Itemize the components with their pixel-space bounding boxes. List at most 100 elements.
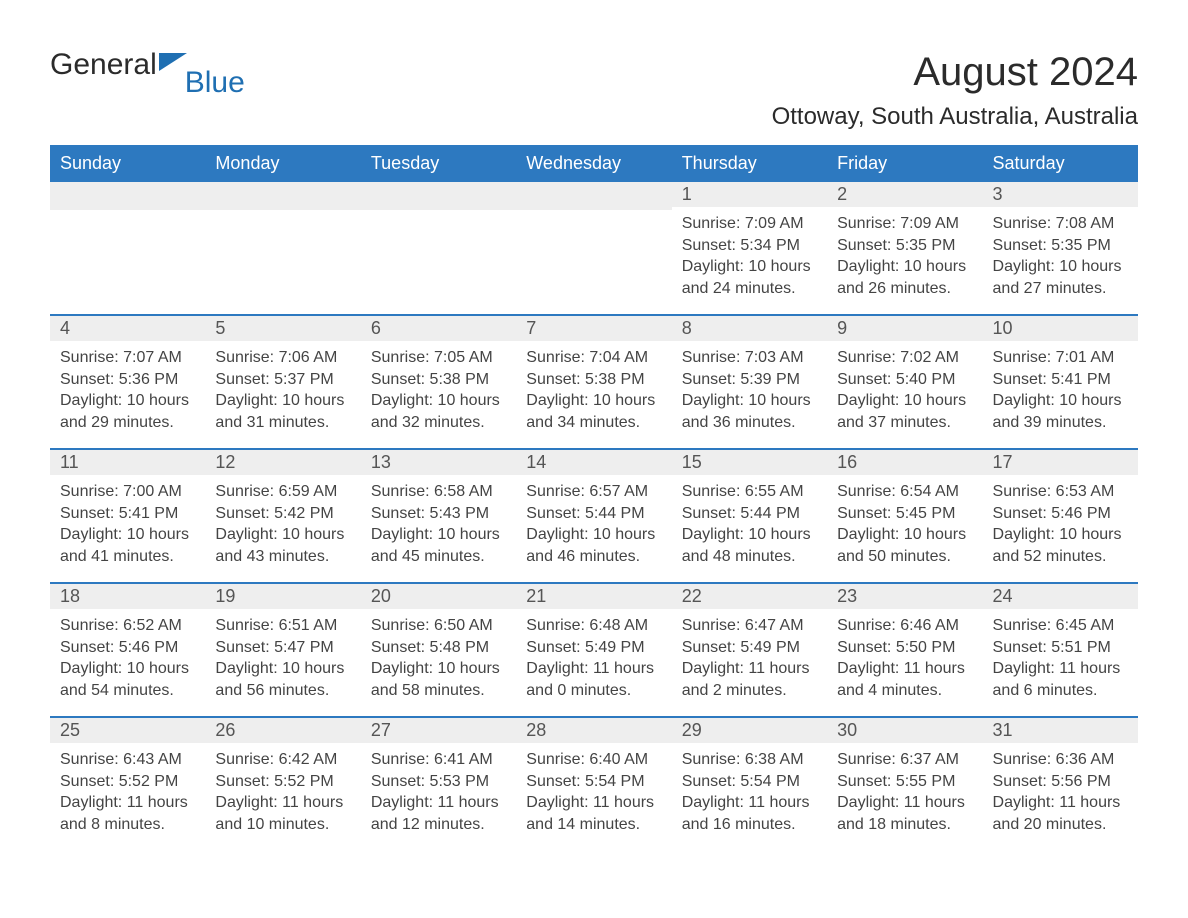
weekday-header: Monday — [205, 145, 360, 182]
daylight-line: Daylight: 10 hours and 37 minutes. — [837, 390, 972, 433]
day-details: Sunrise: 6:58 AMSunset: 5:43 PMDaylight:… — [361, 475, 516, 567]
sunrise-line: Sunrise: 6:57 AM — [526, 481, 661, 503]
day-cell: 6Sunrise: 7:05 AMSunset: 5:38 PMDaylight… — [361, 316, 516, 448]
day-cell: 15Sunrise: 6:55 AMSunset: 5:44 PMDayligh… — [672, 450, 827, 582]
day-number: 3 — [983, 182, 1138, 207]
daylight-line: Daylight: 11 hours and 0 minutes. — [526, 658, 661, 701]
day-cell: 21Sunrise: 6:48 AMSunset: 5:49 PMDayligh… — [516, 584, 671, 716]
day-details: Sunrise: 7:09 AMSunset: 5:35 PMDaylight:… — [827, 207, 982, 299]
day-details: Sunrise: 7:08 AMSunset: 5:35 PMDaylight:… — [983, 207, 1138, 299]
sunrise-line: Sunrise: 6:59 AM — [215, 481, 350, 503]
day-details: Sunrise: 6:45 AMSunset: 5:51 PMDaylight:… — [983, 609, 1138, 701]
sunset-line: Sunset: 5:45 PM — [837, 503, 972, 525]
daylight-line: Daylight: 10 hours and 39 minutes. — [993, 390, 1128, 433]
daylight-line: Daylight: 10 hours and 27 minutes. — [993, 256, 1128, 299]
day-number — [516, 182, 671, 210]
day-details: Sunrise: 7:03 AMSunset: 5:39 PMDaylight:… — [672, 341, 827, 433]
day-number — [361, 182, 516, 210]
day-cell: 13Sunrise: 6:58 AMSunset: 5:43 PMDayligh… — [361, 450, 516, 582]
day-details: Sunrise: 6:42 AMSunset: 5:52 PMDaylight:… — [205, 743, 360, 835]
sunrise-line: Sunrise: 7:05 AM — [371, 347, 506, 369]
sunset-line: Sunset: 5:48 PM — [371, 637, 506, 659]
daylight-line: Daylight: 11 hours and 4 minutes. — [837, 658, 972, 701]
sunset-line: Sunset: 5:41 PM — [60, 503, 195, 525]
daylight-line: Daylight: 10 hours and 29 minutes. — [60, 390, 195, 433]
logo-word-2: Blue — [185, 68, 245, 98]
day-cell: 22Sunrise: 6:47 AMSunset: 5:49 PMDayligh… — [672, 584, 827, 716]
logo-word-1: General — [50, 50, 157, 80]
title-block: August 2024 Ottoway, South Australia, Au… — [772, 50, 1138, 131]
day-cell: 25Sunrise: 6:43 AMSunset: 5:52 PMDayligh… — [50, 718, 205, 850]
sunset-line: Sunset: 5:34 PM — [682, 235, 817, 257]
sunset-line: Sunset: 5:44 PM — [682, 503, 817, 525]
day-number: 18 — [50, 584, 205, 609]
day-details: Sunrise: 7:07 AMSunset: 5:36 PMDaylight:… — [50, 341, 205, 433]
sunset-line: Sunset: 5:54 PM — [526, 771, 661, 793]
sunrise-line: Sunrise: 7:06 AM — [215, 347, 350, 369]
sunset-line: Sunset: 5:49 PM — [682, 637, 817, 659]
sunrise-line: Sunrise: 6:55 AM — [682, 481, 817, 503]
day-cell: 16Sunrise: 6:54 AMSunset: 5:45 PMDayligh… — [827, 450, 982, 582]
sunrise-line: Sunrise: 7:01 AM — [993, 347, 1128, 369]
calendar: SundayMondayTuesdayWednesdayThursdayFrid… — [50, 145, 1138, 850]
day-details: Sunrise: 6:48 AMSunset: 5:49 PMDaylight:… — [516, 609, 671, 701]
daylight-line: Daylight: 11 hours and 14 minutes. — [526, 792, 661, 835]
day-number: 15 — [672, 450, 827, 475]
sunset-line: Sunset: 5:39 PM — [682, 369, 817, 391]
day-details: Sunrise: 6:50 AMSunset: 5:48 PMDaylight:… — [361, 609, 516, 701]
day-details: Sunrise: 6:54 AMSunset: 5:45 PMDaylight:… — [827, 475, 982, 567]
day-cell: 1Sunrise: 7:09 AMSunset: 5:34 PMDaylight… — [672, 182, 827, 314]
day-cell — [205, 182, 360, 314]
sunset-line: Sunset: 5:46 PM — [60, 637, 195, 659]
day-number: 24 — [983, 584, 1138, 609]
sunset-line: Sunset: 5:52 PM — [215, 771, 350, 793]
day-number: 27 — [361, 718, 516, 743]
day-details: Sunrise: 7:00 AMSunset: 5:41 PMDaylight:… — [50, 475, 205, 567]
daylight-line: Daylight: 11 hours and 8 minutes. — [60, 792, 195, 835]
day-number: 7 — [516, 316, 671, 341]
daylight-line: Daylight: 11 hours and 2 minutes. — [682, 658, 817, 701]
day-number: 16 — [827, 450, 982, 475]
day-number: 5 — [205, 316, 360, 341]
day-details: Sunrise: 6:53 AMSunset: 5:46 PMDaylight:… — [983, 475, 1138, 567]
day-details: Sunrise: 7:05 AMSunset: 5:38 PMDaylight:… — [361, 341, 516, 433]
sunrise-line: Sunrise: 6:48 AM — [526, 615, 661, 637]
day-cell: 7Sunrise: 7:04 AMSunset: 5:38 PMDaylight… — [516, 316, 671, 448]
day-details: Sunrise: 6:55 AMSunset: 5:44 PMDaylight:… — [672, 475, 827, 567]
daylight-line: Daylight: 10 hours and 24 minutes. — [682, 256, 817, 299]
sunrise-line: Sunrise: 6:38 AM — [682, 749, 817, 771]
sunrise-line: Sunrise: 6:36 AM — [993, 749, 1128, 771]
day-cell: 18Sunrise: 6:52 AMSunset: 5:46 PMDayligh… — [50, 584, 205, 716]
daylight-line: Daylight: 10 hours and 52 minutes. — [993, 524, 1128, 567]
day-cell: 17Sunrise: 6:53 AMSunset: 5:46 PMDayligh… — [983, 450, 1138, 582]
day-number — [205, 182, 360, 210]
sunset-line: Sunset: 5:43 PM — [371, 503, 506, 525]
day-details: Sunrise: 6:59 AMSunset: 5:42 PMDaylight:… — [205, 475, 360, 567]
daylight-line: Daylight: 10 hours and 56 minutes. — [215, 658, 350, 701]
day-details: Sunrise: 6:43 AMSunset: 5:52 PMDaylight:… — [50, 743, 205, 835]
day-number: 13 — [361, 450, 516, 475]
day-details: Sunrise: 7:02 AMSunset: 5:40 PMDaylight:… — [827, 341, 982, 433]
day-cell: 30Sunrise: 6:37 AMSunset: 5:55 PMDayligh… — [827, 718, 982, 850]
day-cell — [361, 182, 516, 314]
day-details: Sunrise: 6:36 AMSunset: 5:56 PMDaylight:… — [983, 743, 1138, 835]
week-row: 18Sunrise: 6:52 AMSunset: 5:46 PMDayligh… — [50, 582, 1138, 716]
daylight-line: Daylight: 10 hours and 45 minutes. — [371, 524, 506, 567]
day-details: Sunrise: 6:38 AMSunset: 5:54 PMDaylight:… — [672, 743, 827, 835]
day-cell: 20Sunrise: 6:50 AMSunset: 5:48 PMDayligh… — [361, 584, 516, 716]
daylight-line: Daylight: 10 hours and 46 minutes. — [526, 524, 661, 567]
calendar-body: 1Sunrise: 7:09 AMSunset: 5:34 PMDaylight… — [50, 182, 1138, 850]
week-row: 11Sunrise: 7:00 AMSunset: 5:41 PMDayligh… — [50, 448, 1138, 582]
day-number: 31 — [983, 718, 1138, 743]
day-number: 4 — [50, 316, 205, 341]
day-cell: 14Sunrise: 6:57 AMSunset: 5:44 PMDayligh… — [516, 450, 671, 582]
sunrise-line: Sunrise: 7:07 AM — [60, 347, 195, 369]
sunset-line: Sunset: 5:47 PM — [215, 637, 350, 659]
sunset-line: Sunset: 5:44 PM — [526, 503, 661, 525]
sunset-line: Sunset: 5:56 PM — [993, 771, 1128, 793]
day-cell: 31Sunrise: 6:36 AMSunset: 5:56 PMDayligh… — [983, 718, 1138, 850]
sunset-line: Sunset: 5:38 PM — [371, 369, 506, 391]
daylight-line: Daylight: 11 hours and 12 minutes. — [371, 792, 506, 835]
day-details: Sunrise: 6:51 AMSunset: 5:47 PMDaylight:… — [205, 609, 360, 701]
day-details: Sunrise: 6:47 AMSunset: 5:49 PMDaylight:… — [672, 609, 827, 701]
